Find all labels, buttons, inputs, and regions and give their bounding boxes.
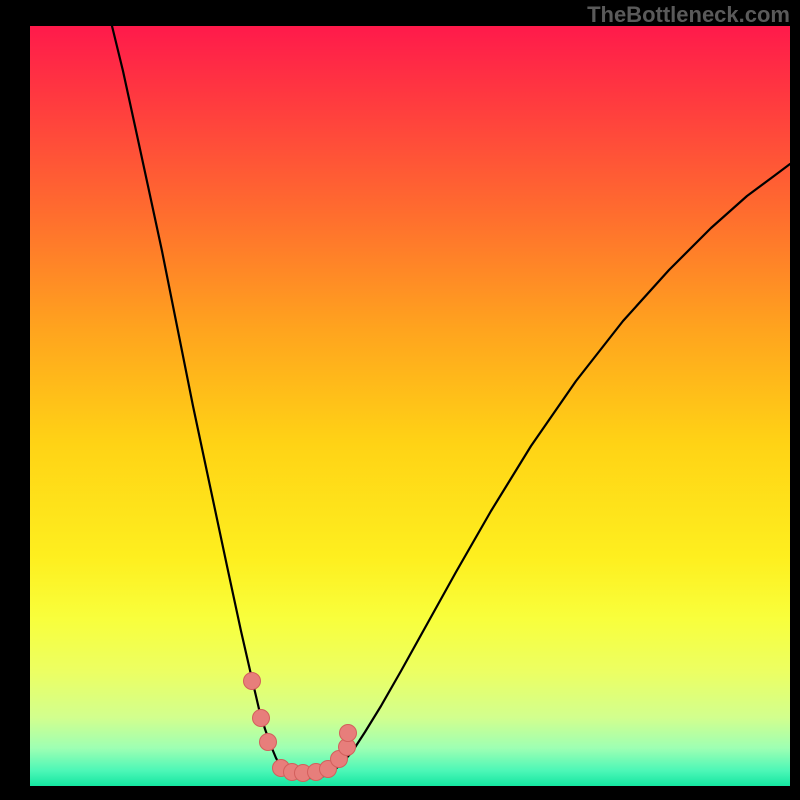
data-marker: [253, 710, 270, 727]
plot-area: [30, 26, 790, 786]
data-marker: [244, 673, 261, 690]
marker-layer: [30, 26, 790, 786]
watermark-text: TheBottleneck.com: [587, 2, 790, 28]
stage: TheBottleneck.com: [0, 0, 800, 800]
data-marker: [340, 725, 357, 742]
data-marker: [260, 734, 277, 751]
